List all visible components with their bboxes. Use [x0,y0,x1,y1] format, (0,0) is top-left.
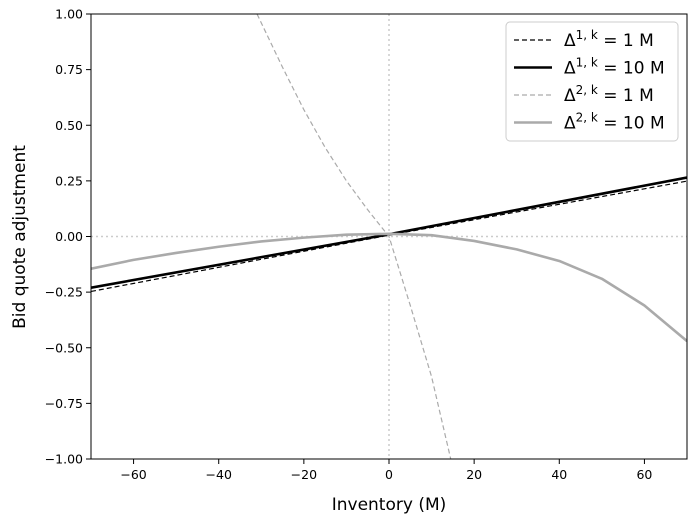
y-tick-label: −1.00 [45,452,83,467]
x-tick-label: 40 [551,467,567,482]
y-tick-label: 0.00 [55,229,83,244]
legend-label-1: Δ1, k = 1 M [564,28,654,51]
y-tick-label: 1.00 [55,7,83,22]
series-line-4 [91,232,687,343]
y-tick-label: 0.75 [55,62,83,77]
legend-label-3: Δ2, k = 1 M [564,83,654,106]
series-line-1 [91,180,687,293]
x-tick-label: 20 [466,467,482,482]
reference-lines [91,14,687,459]
legend-label-2: Δ1, k = 10 M [564,56,665,79]
y-tick-label: 0.50 [55,118,83,133]
x-tick-label: −60 [120,467,146,482]
x-axis-label: Inventory (M) [332,495,447,515]
legend-frame [505,21,679,142]
x-tick-label: −20 [291,467,317,482]
y-tick-label: −0.75 [45,396,83,411]
series-layer [91,14,687,459]
y-tick-label: −0.50 [45,340,83,355]
series-line-3 [256,14,452,459]
y-axis-label: Bid quote adjustment [10,145,30,329]
y-tick-label: −0.25 [45,285,83,300]
legend: Δ1, k = 1 M Δ1, k = 10 M Δ2, k = 1 M Δ2, k … [505,21,679,142]
y-tick-label: 0.25 [55,173,83,188]
x-tick-label: −40 [206,467,232,482]
y-axis-ticks: 1.00 0.75 0.50 0.25 0.00 −0.25 −0.50 −0.75 −1.00 [45,7,91,467]
x-tick-label: 0 [385,467,393,482]
x-axis-ticks: −60 −40 −20 0 20 40 60 [120,459,652,482]
legend-label-4: Δ2, k = 10 M [564,111,665,134]
x-tick-label: 60 [636,467,652,482]
